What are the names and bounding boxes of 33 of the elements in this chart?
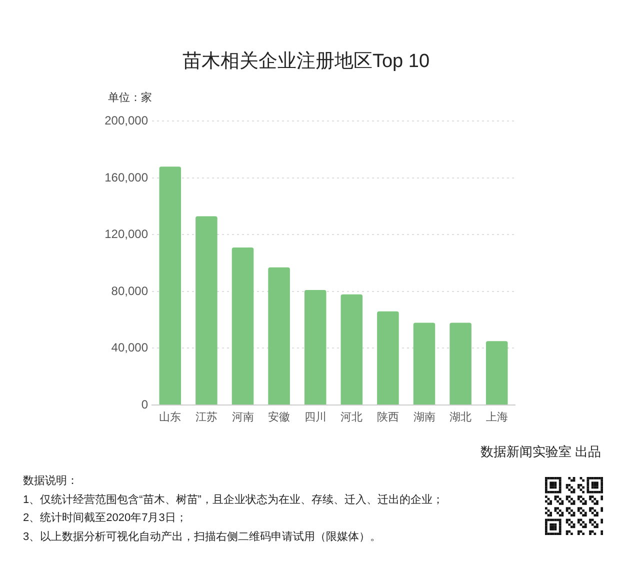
y-tick-label: 0 [141,397,148,412]
x-tick-label: 河南 [232,410,254,424]
bar [196,216,218,404]
bar [304,290,326,404]
text: 2、统计时间截至2020年7月3日； [23,511,187,525]
y-tick-label: 200,000 [104,114,148,128]
y-tick-label: 80,000 [111,284,148,298]
x-tick-label: 陕西 [376,412,399,424]
bar [340,294,363,404]
text: 1、仅统计经营范围包含“苗木、树苗”，且企业状态为在业、存续、迁入、迁出的企业； [23,492,444,506]
bar [486,341,508,404]
x-tick-label: 四川 [304,410,326,424]
x-tick-label: 山东 [159,410,182,424]
x-tick-label: 湖北 [450,410,472,424]
x-tick-label: 上海 [486,410,508,424]
chart-title: 苗木相关企业注册地区Top 10 [182,51,430,73]
bar [232,247,254,404]
x-tick-label: 安徽 [268,410,290,424]
y-tick-label: 40,000 [111,340,148,355]
y-axis-title: 单位：家 [108,91,152,105]
bar [377,311,399,404]
bar [268,267,290,404]
text: 3、以上数据分析可视化自动产出，扫描右侧二维码申请试用（限媒体）。 [23,530,382,544]
x-tick-label: 河北 [340,410,363,424]
bar [159,166,182,404]
y-tick-label: 120,000 [104,227,148,242]
x-tick-label: 江苏 [195,410,218,424]
y-tick-label: 160,000 [104,170,148,184]
text: 数据说明： [23,474,78,488]
text: 数据新闻实验室 出品 [480,444,601,460]
x-tick-label: 湖南 [413,410,436,424]
bar [413,322,436,404]
bar [450,322,472,404]
